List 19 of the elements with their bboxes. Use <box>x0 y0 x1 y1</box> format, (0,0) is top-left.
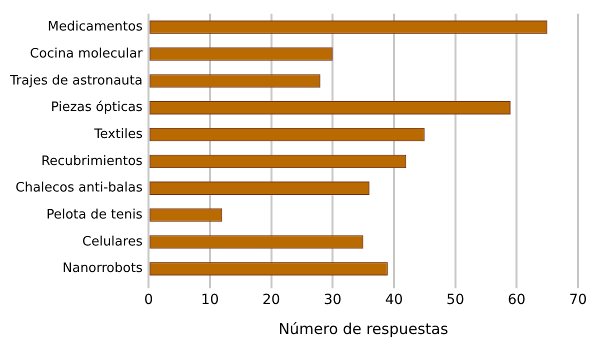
x-tick-label: 30 <box>324 292 342 308</box>
x-tick-label: 40 <box>385 292 403 308</box>
y-tick-label: Recubrimientos <box>41 154 143 169</box>
y-tick-label: Medicamentos <box>48 20 143 35</box>
y-tick-label: Chalecos anti-balas <box>16 180 143 196</box>
x-tick-label: 10 <box>201 292 219 308</box>
x-tick-label: 0 <box>144 292 154 308</box>
x-axis-title: Número de respuestas <box>278 320 448 338</box>
x-tick-label: 70 <box>569 292 587 308</box>
x-tick-label: 60 <box>508 292 526 308</box>
y-tick-label: Trajes de astronauta <box>8 73 143 88</box>
y-tick-label: Pelota de tenis <box>46 207 143 222</box>
y-tick-label: Textiles <box>93 126 143 142</box>
y-tick-label: Celulares <box>82 234 143 250</box>
x-tick-label: 20 <box>262 292 280 308</box>
y-tick-label: Piezas ópticas <box>50 100 143 116</box>
y-tick-label: Nanorrobots <box>62 261 143 276</box>
y-tick-label: Cocina molecular <box>30 46 144 62</box>
x-tick-label: 50 <box>446 292 464 308</box>
